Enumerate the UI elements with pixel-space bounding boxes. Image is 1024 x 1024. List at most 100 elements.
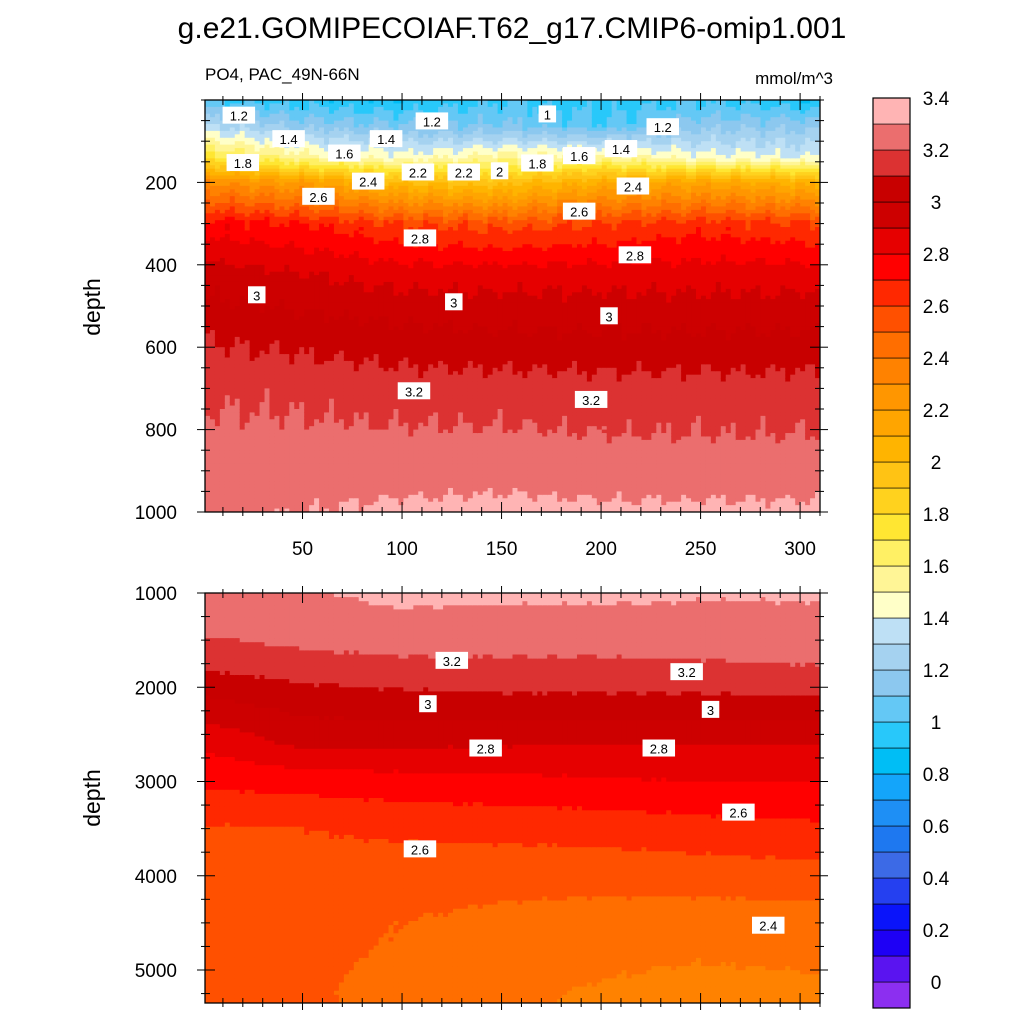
contour-cell bbox=[304, 354, 310, 359]
contour-cell bbox=[289, 237, 295, 242]
contour-cell bbox=[333, 103, 340, 108]
contour-cell bbox=[328, 402, 335, 407]
contour-cell bbox=[353, 237, 360, 242]
contour-cell bbox=[314, 498, 320, 503]
contour-cell bbox=[229, 278, 236, 283]
contour-cell bbox=[239, 443, 246, 448]
contour-cell bbox=[408, 120, 414, 125]
contour-cell bbox=[328, 281, 335, 286]
contour-cell bbox=[294, 268, 300, 273]
contour-cell bbox=[378, 216, 385, 221]
contour-cell bbox=[284, 110, 290, 115]
contour-cell bbox=[279, 467, 285, 472]
contour-cell bbox=[289, 381, 295, 386]
contour-cell bbox=[254, 477, 261, 482]
contour-cell bbox=[254, 264, 261, 269]
contour-cell bbox=[324, 491, 330, 496]
contour-cell bbox=[373, 206, 380, 211]
contour-cell bbox=[269, 460, 276, 465]
contour-cell bbox=[338, 268, 345, 273]
contour-cell bbox=[358, 405, 365, 410]
contour-cell bbox=[398, 405, 404, 410]
contour-cell bbox=[294, 120, 300, 125]
contour-cell bbox=[309, 230, 315, 235]
contour-cell bbox=[219, 474, 226, 479]
contour-cell bbox=[259, 316, 266, 321]
contour-cell bbox=[393, 415, 400, 420]
contour-cell bbox=[328, 161, 335, 166]
contour-cell bbox=[254, 148, 261, 153]
contour-cell bbox=[368, 326, 375, 331]
contour-cell bbox=[319, 151, 325, 156]
contour-cell bbox=[358, 446, 365, 451]
contour-cell bbox=[224, 364, 231, 369]
contour-cell bbox=[274, 371, 280, 376]
contour-cell bbox=[304, 433, 310, 438]
figure-title: g.e21.GOMIPECOIAF.T62_g17.CMIP6-omip1.00… bbox=[178, 12, 847, 45]
contour-cell bbox=[274, 213, 280, 218]
contour-cell bbox=[314, 233, 320, 238]
contour-cell bbox=[353, 453, 360, 458]
contour-cell bbox=[209, 508, 216, 512]
contour-cell bbox=[219, 288, 226, 293]
contour-cell bbox=[209, 460, 216, 465]
contour-cell bbox=[383, 316, 390, 321]
contour-cell bbox=[333, 127, 340, 132]
contour-cell bbox=[388, 213, 395, 218]
contour-cell bbox=[254, 429, 261, 434]
contour-cell bbox=[378, 271, 385, 276]
contour-cell bbox=[363, 398, 370, 403]
contour-cell bbox=[274, 333, 280, 338]
contour-cell bbox=[299, 209, 305, 214]
contour-cell bbox=[274, 323, 280, 328]
contour-cell bbox=[314, 453, 320, 458]
contour-cell bbox=[383, 199, 390, 204]
contour-cell bbox=[383, 333, 390, 338]
contour-cell bbox=[244, 484, 251, 489]
contour-cell bbox=[388, 203, 395, 208]
contour-cell bbox=[219, 477, 226, 482]
contour-cell bbox=[249, 412, 256, 417]
contour-cell bbox=[214, 165, 221, 170]
contour-cell bbox=[333, 357, 340, 362]
contour-cell bbox=[408, 340, 414, 345]
contour-cell bbox=[328, 347, 335, 352]
contour-cell bbox=[314, 292, 320, 297]
contour-cell bbox=[398, 477, 404, 482]
contour-cell bbox=[358, 281, 365, 286]
contour-cell bbox=[324, 357, 330, 362]
contour-cell bbox=[209, 409, 216, 414]
contour-cell bbox=[209, 120, 216, 125]
contour-cell bbox=[348, 433, 355, 438]
contour-cell bbox=[393, 450, 400, 455]
contour-cell bbox=[383, 230, 390, 235]
contour-cell bbox=[274, 477, 280, 482]
contour-cell bbox=[229, 302, 236, 307]
contour-cell bbox=[348, 501, 355, 506]
contour-cell bbox=[319, 453, 325, 458]
contour-cell bbox=[239, 402, 246, 407]
contour-cell bbox=[289, 450, 295, 455]
contour-cell bbox=[299, 453, 305, 458]
contour-cell bbox=[343, 257, 350, 262]
contour-cell bbox=[338, 271, 345, 276]
contour-cell bbox=[259, 233, 266, 238]
contour-cell bbox=[269, 326, 276, 331]
contour-cell bbox=[269, 395, 276, 400]
contour-cell bbox=[363, 192, 370, 197]
contour-cell bbox=[279, 306, 285, 311]
contour-cell bbox=[304, 261, 310, 266]
contour-cell bbox=[304, 227, 310, 232]
contour-cell bbox=[353, 374, 360, 379]
contour-cell bbox=[209, 367, 216, 372]
contour-cell bbox=[353, 422, 360, 427]
contour-cell bbox=[388, 319, 395, 324]
contour-cell bbox=[299, 378, 305, 383]
contour-cell bbox=[378, 491, 385, 496]
contour-cell bbox=[214, 415, 221, 420]
contour-cell bbox=[403, 295, 409, 300]
contour-cell bbox=[294, 409, 300, 414]
contour-cell bbox=[299, 316, 305, 321]
contour-cell bbox=[249, 426, 256, 431]
contour-cell bbox=[224, 395, 231, 400]
